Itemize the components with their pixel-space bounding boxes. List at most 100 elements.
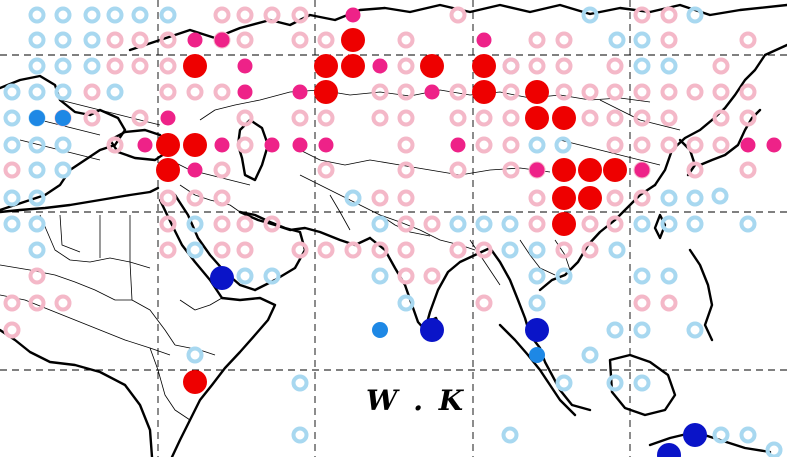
pink-ring-marker xyxy=(371,189,389,207)
pink-ring-marker xyxy=(660,136,678,154)
coastline-bay-of-bengal xyxy=(488,246,532,337)
border-line xyxy=(0,264,132,301)
dark-blue-dot-marker xyxy=(210,266,234,290)
red-dot-marker xyxy=(156,158,180,182)
red-dot-marker xyxy=(314,54,338,78)
light-blue-ring-marker xyxy=(3,136,21,154)
pink-ring-marker xyxy=(502,57,520,75)
border-line xyxy=(59,99,161,126)
pink-ring-marker xyxy=(291,31,309,49)
border-line xyxy=(169,159,251,186)
light-blue-ring-marker xyxy=(633,321,651,339)
light-blue-ring-marker xyxy=(54,31,72,49)
dark-blue-dot-marker xyxy=(525,318,549,342)
light-blue-ring-marker xyxy=(28,83,46,101)
pink-ring-marker xyxy=(83,109,101,127)
pink-ring-marker xyxy=(449,241,467,259)
light-blue-ring-marker xyxy=(28,215,46,233)
light-blue-ring-marker xyxy=(633,31,651,49)
border-line xyxy=(599,99,681,131)
pink-ring-marker xyxy=(423,267,441,285)
magenta-dot-marker xyxy=(292,84,308,100)
pink-ring-marker xyxy=(528,57,546,75)
pink-ring-marker xyxy=(159,241,177,259)
pink-ring-marker xyxy=(581,215,599,233)
pink-ring-marker xyxy=(236,6,254,24)
pink-ring-marker xyxy=(475,136,493,154)
light-blue-ring-marker xyxy=(3,83,21,101)
pink-ring-marker xyxy=(686,161,704,179)
red-dot-marker xyxy=(578,186,602,210)
pink-ring-marker xyxy=(236,136,254,154)
pink-ring-marker xyxy=(213,6,231,24)
pink-ring-marker xyxy=(236,109,254,127)
light-blue-ring-marker xyxy=(186,215,204,233)
light-blue-ring-marker xyxy=(397,294,415,312)
pink-ring-marker xyxy=(660,294,678,312)
pink-ring-marker xyxy=(739,161,757,179)
pink-ring-marker xyxy=(236,215,254,233)
pink-ring-marker xyxy=(371,109,389,127)
coastline-sumatra xyxy=(498,323,577,417)
pink-ring-marker xyxy=(106,31,124,49)
pink-ring-marker xyxy=(186,83,204,101)
magenta-dot-marker xyxy=(237,84,253,100)
pink-ring-marker xyxy=(317,109,335,127)
light-blue-ring-marker xyxy=(83,6,101,24)
light-blue-ring-marker xyxy=(606,321,624,339)
pink-ring-marker xyxy=(397,31,415,49)
light-blue-ring-marker xyxy=(54,136,72,154)
light-blue-ring-marker xyxy=(660,57,678,75)
pink-ring-marker xyxy=(686,83,704,101)
blue-dot-marker xyxy=(529,347,545,363)
magenta-dot-marker xyxy=(292,137,308,153)
red-dot-marker xyxy=(552,158,576,182)
light-blue-ring-marker xyxy=(28,136,46,154)
pink-ring-marker xyxy=(449,6,467,24)
blue-dot-marker xyxy=(55,110,71,126)
light-blue-ring-marker xyxy=(291,374,309,392)
pink-ring-marker xyxy=(555,57,573,75)
pink-ring-marker xyxy=(131,31,149,49)
pink-ring-marker xyxy=(213,161,231,179)
pink-ring-marker xyxy=(131,109,149,127)
light-blue-ring-marker xyxy=(28,189,46,207)
pink-ring-marker xyxy=(3,294,21,312)
pink-ring-marker xyxy=(633,136,651,154)
border-line xyxy=(39,214,151,269)
pink-ring-marker xyxy=(291,109,309,127)
pink-ring-marker xyxy=(397,136,415,154)
red-dot-marker xyxy=(472,54,496,78)
light-blue-ring-marker xyxy=(739,215,757,233)
light-blue-ring-marker xyxy=(3,215,21,233)
pink-ring-marker xyxy=(475,241,493,259)
light-blue-ring-marker xyxy=(739,426,757,444)
border-line xyxy=(0,294,171,356)
light-blue-ring-marker xyxy=(501,215,519,233)
pink-ring-marker xyxy=(633,294,651,312)
light-blue-ring-marker xyxy=(711,187,729,205)
pink-ring-marker xyxy=(739,31,757,49)
pink-ring-marker xyxy=(633,6,651,24)
pink-ring-marker xyxy=(397,241,415,259)
light-blue-ring-marker xyxy=(633,267,651,285)
red-dot-marker xyxy=(314,80,338,104)
pink-ring-marker xyxy=(236,241,254,259)
pink-ring-marker xyxy=(686,136,704,154)
pink-ring-marker xyxy=(555,241,573,259)
light-blue-ring-marker xyxy=(555,267,573,285)
pink-ring-marker xyxy=(581,241,599,259)
light-blue-ring-marker xyxy=(3,109,21,127)
pink-ring-marker xyxy=(528,189,546,207)
pink-ring-marker xyxy=(186,189,204,207)
map-label: W . K xyxy=(366,384,467,417)
pink-ring-marker xyxy=(3,321,21,339)
light-blue-ring-marker xyxy=(475,215,493,233)
red-dot-marker xyxy=(341,54,365,78)
light-blue-ring-marker xyxy=(528,267,546,285)
coastline-new-guinea xyxy=(648,430,772,454)
pink-ring-marker xyxy=(159,189,177,207)
pink-ring-marker xyxy=(317,161,335,179)
